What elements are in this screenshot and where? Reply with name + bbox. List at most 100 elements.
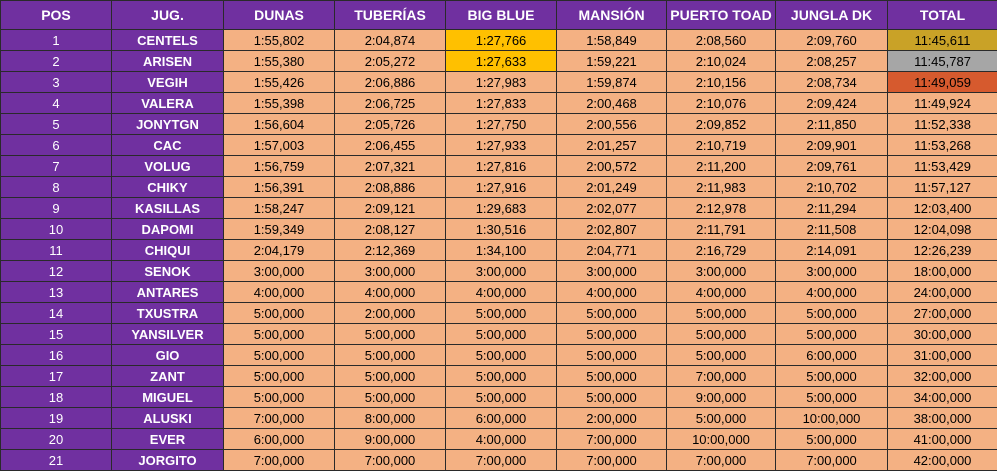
cell-total[interactable]: 11:53,429 xyxy=(888,156,997,177)
cell-pos[interactable]: 8 xyxy=(1,177,112,198)
cell-tuberias[interactable]: 2:06,725 xyxy=(335,93,446,114)
cell-player[interactable]: ANTARES xyxy=(112,282,224,303)
cell-player[interactable]: VEGIH xyxy=(112,72,224,93)
cell-jungla-dk[interactable]: 3:00,000 xyxy=(776,261,888,282)
cell-player[interactable]: ALUSKI xyxy=(112,408,224,429)
cell-puerto-toad[interactable]: 7:00,000 xyxy=(667,366,776,387)
cell-player[interactable]: TXUSTRA xyxy=(112,303,224,324)
cell-player[interactable]: VALERA xyxy=(112,93,224,114)
cell-pos[interactable]: 2 xyxy=(1,51,112,72)
cell-mansion[interactable]: 2:01,249 xyxy=(557,177,667,198)
cell-tuberias[interactable]: 5:00,000 xyxy=(335,345,446,366)
cell-player[interactable]: ZANT xyxy=(112,366,224,387)
cell-dunas[interactable]: 7:00,000 xyxy=(224,408,335,429)
cell-dunas[interactable]: 5:00,000 xyxy=(224,345,335,366)
cell-tuberias[interactable]: 9:00,000 xyxy=(335,429,446,450)
cell-puerto-toad[interactable]: 2:08,560 xyxy=(667,30,776,51)
cell-puerto-toad[interactable]: 3:00,000 xyxy=(667,261,776,282)
header-total[interactable]: TOTAL xyxy=(888,1,997,30)
cell-jungla-dk[interactable]: 7:00,000 xyxy=(776,450,888,471)
cell-jungla-dk[interactable]: 2:10,702 xyxy=(776,177,888,198)
cell-pos[interactable]: 18 xyxy=(1,387,112,408)
cell-mansion[interactable]: 3:00,000 xyxy=(557,261,667,282)
cell-player[interactable]: JONYTGN xyxy=(112,114,224,135)
cell-puerto-toad[interactable]: 2:11,791 xyxy=(667,219,776,240)
cell-total[interactable]: 11:53,268 xyxy=(888,135,997,156)
header-player[interactable]: JUG. xyxy=(112,1,224,30)
cell-dunas[interactable]: 1:57,003 xyxy=(224,135,335,156)
cell-mansion[interactable]: 1:58,849 xyxy=(557,30,667,51)
header-mansion[interactable]: MANSIÓN xyxy=(557,1,667,30)
cell-big-blue[interactable]: 3:00,000 xyxy=(446,261,557,282)
cell-dunas[interactable]: 1:55,426 xyxy=(224,72,335,93)
cell-pos[interactable]: 15 xyxy=(1,324,112,345)
cell-big-blue[interactable]: 6:00,000 xyxy=(446,408,557,429)
cell-mansion[interactable]: 2:02,077 xyxy=(557,198,667,219)
cell-big-blue[interactable]: 4:00,000 xyxy=(446,429,557,450)
cell-puerto-toad[interactable]: 5:00,000 xyxy=(667,408,776,429)
cell-tuberias[interactable]: 2:06,886 xyxy=(335,72,446,93)
cell-total[interactable]: 34:00,000 xyxy=(888,387,997,408)
cell-total[interactable]: 12:03,400 xyxy=(888,198,997,219)
cell-total[interactable]: 30:00,000 xyxy=(888,324,997,345)
cell-pos[interactable]: 7 xyxy=(1,156,112,177)
cell-pos[interactable]: 19 xyxy=(1,408,112,429)
cell-big-blue[interactable]: 1:27,766 xyxy=(446,30,557,51)
cell-dunas[interactable]: 5:00,000 xyxy=(224,387,335,408)
cell-tuberias[interactable]: 4:00,000 xyxy=(335,282,446,303)
cell-tuberias[interactable]: 5:00,000 xyxy=(335,366,446,387)
cell-tuberias[interactable]: 2:05,726 xyxy=(335,114,446,135)
cell-tuberias[interactable]: 2:06,455 xyxy=(335,135,446,156)
cell-big-blue[interactable]: 1:34,100 xyxy=(446,240,557,261)
cell-big-blue[interactable]: 1:29,683 xyxy=(446,198,557,219)
cell-pos[interactable]: 6 xyxy=(1,135,112,156)
cell-total[interactable]: 11:57,127 xyxy=(888,177,997,198)
cell-total[interactable]: 11:45,787 xyxy=(888,51,997,72)
cell-total[interactable]: 41:00,000 xyxy=(888,429,997,450)
cell-player[interactable]: YANSILVER xyxy=(112,324,224,345)
cell-total[interactable]: 42:00,000 xyxy=(888,450,997,471)
cell-dunas[interactable]: 4:00,000 xyxy=(224,282,335,303)
cell-jungla-dk[interactable]: 2:09,760 xyxy=(776,30,888,51)
cell-total[interactable]: 11:52,338 xyxy=(888,114,997,135)
cell-jungla-dk[interactable]: 10:00,000 xyxy=(776,408,888,429)
cell-mansion[interactable]: 2:01,257 xyxy=(557,135,667,156)
cell-player[interactable]: SENOK xyxy=(112,261,224,282)
cell-player[interactable]: MIGUEL xyxy=(112,387,224,408)
cell-tuberias[interactable]: 5:00,000 xyxy=(335,387,446,408)
cell-mansion[interactable]: 7:00,000 xyxy=(557,450,667,471)
cell-dunas[interactable]: 5:00,000 xyxy=(224,366,335,387)
cell-big-blue[interactable]: 5:00,000 xyxy=(446,387,557,408)
cell-dunas[interactable]: 1:56,604 xyxy=(224,114,335,135)
cell-big-blue[interactable]: 1:27,983 xyxy=(446,72,557,93)
cell-big-blue[interactable]: 4:00,000 xyxy=(446,282,557,303)
cell-puerto-toad[interactable]: 2:10,719 xyxy=(667,135,776,156)
cell-pos[interactable]: 13 xyxy=(1,282,112,303)
cell-puerto-toad[interactable]: 5:00,000 xyxy=(667,345,776,366)
cell-mansion[interactable]: 5:00,000 xyxy=(557,303,667,324)
cell-jungla-dk[interactable]: 2:08,734 xyxy=(776,72,888,93)
cell-big-blue[interactable]: 1:27,833 xyxy=(446,93,557,114)
cell-tuberias[interactable]: 5:00,000 xyxy=(335,324,446,345)
cell-puerto-toad[interactable]: 9:00,000 xyxy=(667,387,776,408)
cell-jungla-dk[interactable]: 2:09,761 xyxy=(776,156,888,177)
cell-total[interactable]: 12:04,098 xyxy=(888,219,997,240)
cell-pos[interactable]: 17 xyxy=(1,366,112,387)
cell-pos[interactable]: 11 xyxy=(1,240,112,261)
cell-dunas[interactable]: 1:55,802 xyxy=(224,30,335,51)
cell-big-blue[interactable]: 5:00,000 xyxy=(446,366,557,387)
cell-player[interactable]: CENTELS xyxy=(112,30,224,51)
cell-total[interactable]: 32:00,000 xyxy=(888,366,997,387)
cell-jungla-dk[interactable]: 2:11,508 xyxy=(776,219,888,240)
cell-total[interactable]: 11:49,059 xyxy=(888,72,997,93)
cell-tuberias[interactable]: 2:09,121 xyxy=(335,198,446,219)
cell-tuberias[interactable]: 2:04,874 xyxy=(335,30,446,51)
cell-jungla-dk[interactable]: 2:11,850 xyxy=(776,114,888,135)
cell-puerto-toad[interactable]: 2:10,076 xyxy=(667,93,776,114)
cell-player[interactable]: VOLUG xyxy=(112,156,224,177)
cell-dunas[interactable]: 5:00,000 xyxy=(224,324,335,345)
cell-player[interactable]: CHIQUI xyxy=(112,240,224,261)
header-dunas[interactable]: DUNAS xyxy=(224,1,335,30)
cell-big-blue[interactable]: 1:27,933 xyxy=(446,135,557,156)
cell-tuberias[interactable]: 2:00,000 xyxy=(335,303,446,324)
